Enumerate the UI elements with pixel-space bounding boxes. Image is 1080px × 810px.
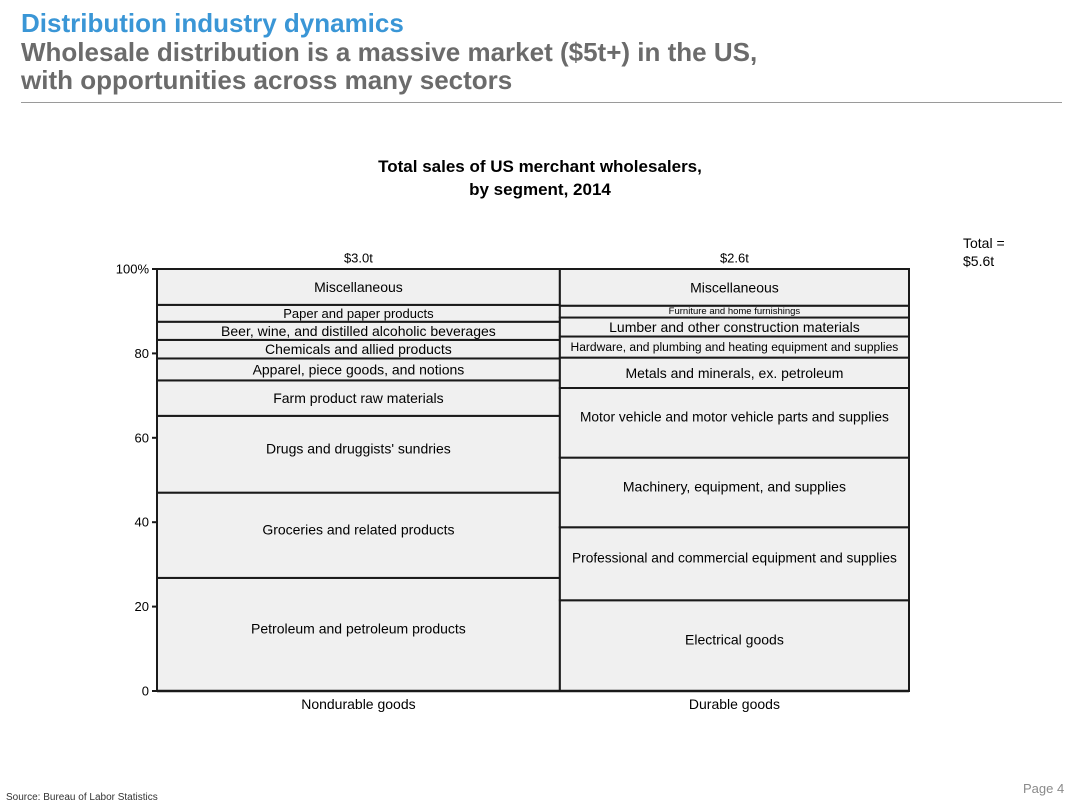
page-title: Distribution industry dynamics [21, 8, 404, 38]
grand-total-label: Total = $5.6t [963, 234, 1005, 270]
segment-label: Chemicals and allied products [265, 341, 452, 357]
y-tick-label: 100% [116, 262, 150, 277]
segment-label: Beer, wine, and distilled alcoholic beve… [221, 323, 496, 339]
y-tick-label: 60 [135, 430, 149, 445]
segment-label: Professional and commercial equipment an… [572, 550, 897, 565]
segment-label: Furniture and home furnishings [669, 306, 801, 317]
header-divider [21, 102, 1062, 103]
segment-label: Paper and paper products [283, 306, 434, 321]
x-category-label: Nondurable goods [301, 696, 415, 712]
page-subtitle-line2: with opportunities across many sectors [21, 65, 513, 95]
segment-label: Farm product raw materials [273, 390, 443, 406]
page-header: Distribution industry dynamics Wholesale… [21, 8, 757, 94]
segment-bar [156, 491, 561, 579]
segment-label: Machinery, equipment, and supplies [623, 478, 846, 494]
page-subtitle-line1: Wholesale distribution is a massive mark… [21, 37, 758, 67]
segment-bar [156, 414, 561, 494]
segment-bar [156, 268, 561, 306]
segment-label: Drugs and druggists' sundries [266, 440, 451, 456]
chart-title: Total sales of US merchant wholesalers, … [300, 155, 780, 201]
y-tick-label: 80 [135, 346, 149, 361]
chart-title-line2: by segment, 2014 [469, 180, 611, 199]
segment-bar [156, 576, 561, 692]
segment-label: Lumber and other construction materials [609, 319, 860, 335]
column-total-label: $3.0t [344, 251, 373, 266]
segment-bar [558, 456, 910, 529]
grand-total-line2: $5.6t [963, 253, 995, 269]
column-total-label: $2.6t [720, 251, 749, 266]
y-tick-label: 40 [135, 515, 149, 530]
y-tick-label: 20 [135, 599, 149, 614]
page-number: Page 4 [1023, 781, 1065, 796]
chart-title-line1: Total sales of US merchant wholesalers, [378, 157, 702, 176]
y-tick-label: 0 [142, 684, 149, 699]
segment-label: Hardware, and plumbing and heating equip… [571, 340, 899, 354]
segment-bar [558, 387, 910, 459]
segment-label: Motor vehicle and motor vehicle parts an… [580, 409, 889, 424]
segment-bar [558, 268, 910, 307]
segment-label: Groceries and related products [262, 521, 454, 537]
grand-total-line1: Total = [963, 235, 1005, 251]
segment-label: Miscellaneous [690, 279, 779, 295]
segment-label: Apparel, piece goods, and notions [253, 361, 465, 377]
segment-label: Metals and minerals, ex. petroleum [625, 365, 843, 381]
segment-bar [156, 379, 561, 417]
segment-bar [558, 599, 910, 693]
segment-label: Petroleum and petroleum products [251, 620, 466, 636]
source-note: Source: Bureau of Labor Statistics [6, 792, 158, 803]
x-category-label: Durable goods [689, 696, 780, 712]
segment-label: Electrical goods [685, 632, 784, 648]
segment-label: Miscellaneous [314, 279, 403, 295]
